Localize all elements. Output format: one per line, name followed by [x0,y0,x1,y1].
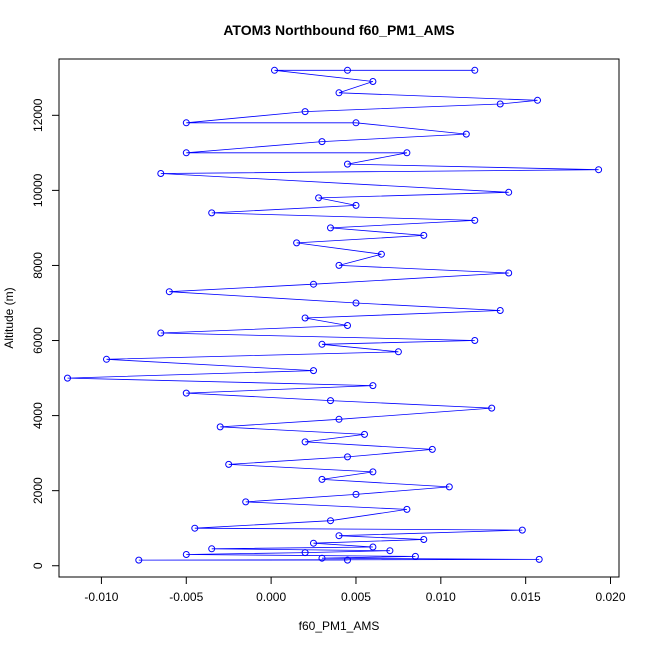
x-tick-label: 0.005 [341,590,371,604]
x-tick-label: -0.010 [84,590,118,604]
data-point [301,438,309,446]
data-point [242,498,250,506]
data-point [496,100,504,108]
data-point [420,231,428,239]
y-tick-label: 10000 [31,173,45,207]
data-point [182,119,190,127]
data-point [535,555,543,563]
data-point [595,166,603,174]
series-line [67,69,599,561]
data-point [403,505,411,513]
data-point [344,322,351,329]
data-point [216,423,224,431]
data-point [352,299,360,307]
data-point [377,250,385,258]
series-layer [64,66,603,564]
data-point [352,201,360,209]
data-point [157,170,165,177]
data-point [182,389,190,397]
data-point [157,329,165,337]
data-point [369,78,377,85]
plot-frame [58,58,620,578]
data-point [496,307,504,314]
data-point [344,556,351,564]
x-axis: -0.010 -0.005 0.000 0.005 0.010 0.015 0.020 [84,576,626,604]
data-point [103,355,110,363]
data-point [471,216,479,224]
x-tick-label: 0.000 [256,590,286,604]
data-point [225,460,233,468]
data-point [310,280,317,288]
data-point [64,374,71,382]
data-point [386,547,394,555]
data-point [369,382,377,390]
data-point [369,543,377,551]
data-point [182,149,190,157]
data-point [403,149,411,157]
data-point [327,224,334,232]
data-point [394,348,402,356]
data-point [318,340,326,348]
data-point [335,415,343,423]
data-point [445,483,453,491]
data-point [534,96,541,104]
x-tick-label: 0.020 [595,590,625,604]
data-point [315,194,323,202]
data-point [301,549,309,557]
y-axis-label: Altitude (m) [2,287,16,348]
data-point [191,524,199,532]
data-point [335,89,343,97]
x-tick-label: 0.010 [426,590,456,604]
y-axis: 0 2000 4000 6000 8000 10000 12000 [31,98,60,569]
data-point [135,556,143,564]
x-tick-label: 0.015 [511,590,541,604]
data-point [327,397,334,405]
data-point [488,404,496,412]
data-point [462,130,470,138]
y-tick-label: 0 [31,562,45,569]
data-point [310,367,317,375]
data-point [301,314,309,322]
y-tick-label: 12000 [31,98,45,132]
y-tick-label: 8000 [31,252,45,279]
data-point [335,261,343,269]
data-point [411,552,419,560]
data-point [327,517,334,525]
data-point [301,108,309,116]
x-tick-label: -0.005 [169,590,203,604]
data-point [293,239,301,247]
y-tick-label: 6000 [31,327,45,354]
data-point [310,539,317,547]
data-point [361,430,368,438]
data-point [471,66,479,74]
data-point [505,188,513,196]
data-point [182,551,190,558]
data-point [369,468,377,476]
data-point [208,209,216,217]
x-axis-label: f60_PM1_AMS [299,619,380,633]
data-point [428,445,436,453]
data-point [518,526,526,534]
data-point [344,160,351,168]
data-point [352,119,360,127]
data-point [208,545,216,553]
data-point [318,475,326,483]
data-point [165,288,173,296]
y-tick-label: 4000 [31,402,45,429]
data-point [335,532,343,540]
data-point [352,490,360,498]
data-point [271,66,278,74]
data-point [318,554,326,562]
data-point [344,66,351,74]
chart-title: ATOM3 Northbound f60_PM1_AMS [223,22,454,38]
data-point [420,536,428,543]
data-point [344,453,351,461]
data-point [471,337,479,344]
y-tick-label: 2000 [31,477,45,504]
data-point [318,138,326,146]
data-point [505,269,513,277]
